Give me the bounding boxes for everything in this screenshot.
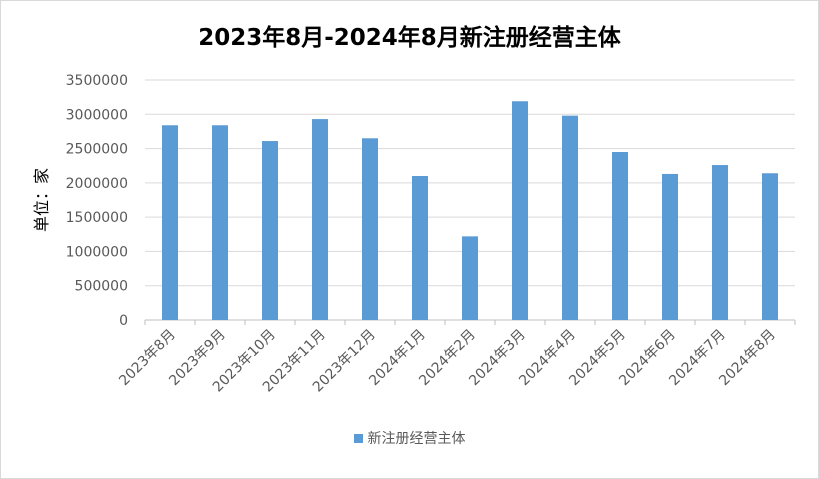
bar (362, 138, 378, 320)
chart-title: 2023年8月-2024年8月新注册经营主体 (198, 25, 621, 51)
bar (262, 141, 278, 320)
bar (512, 101, 528, 320)
y-tick-label: 1500000 (66, 210, 128, 226)
bar (612, 152, 628, 320)
y-tick-label: 2500000 (66, 142, 128, 158)
bar (412, 176, 428, 320)
bar (212, 125, 228, 320)
bar (312, 119, 328, 320)
y-tick-label: 1000000 (66, 244, 128, 260)
bar (162, 125, 178, 320)
legend: 新注册经营主体 (0, 428, 819, 448)
y-tick-label: 3500000 (66, 73, 128, 89)
bar (712, 165, 728, 320)
y-tick-label: 2000000 (66, 176, 128, 192)
y-axis-label: 单位：家 (32, 168, 51, 232)
bar (462, 236, 478, 320)
bar (562, 115, 578, 321)
legend-label: 新注册经营主体 (367, 431, 466, 447)
y-tick-label: 500000 (75, 279, 128, 295)
legend-swatch (353, 433, 363, 443)
bar (662, 173, 678, 320)
bar (762, 173, 778, 320)
y-tick-label: 0 (119, 313, 128, 329)
y-tick-label: 3000000 (66, 107, 128, 123)
